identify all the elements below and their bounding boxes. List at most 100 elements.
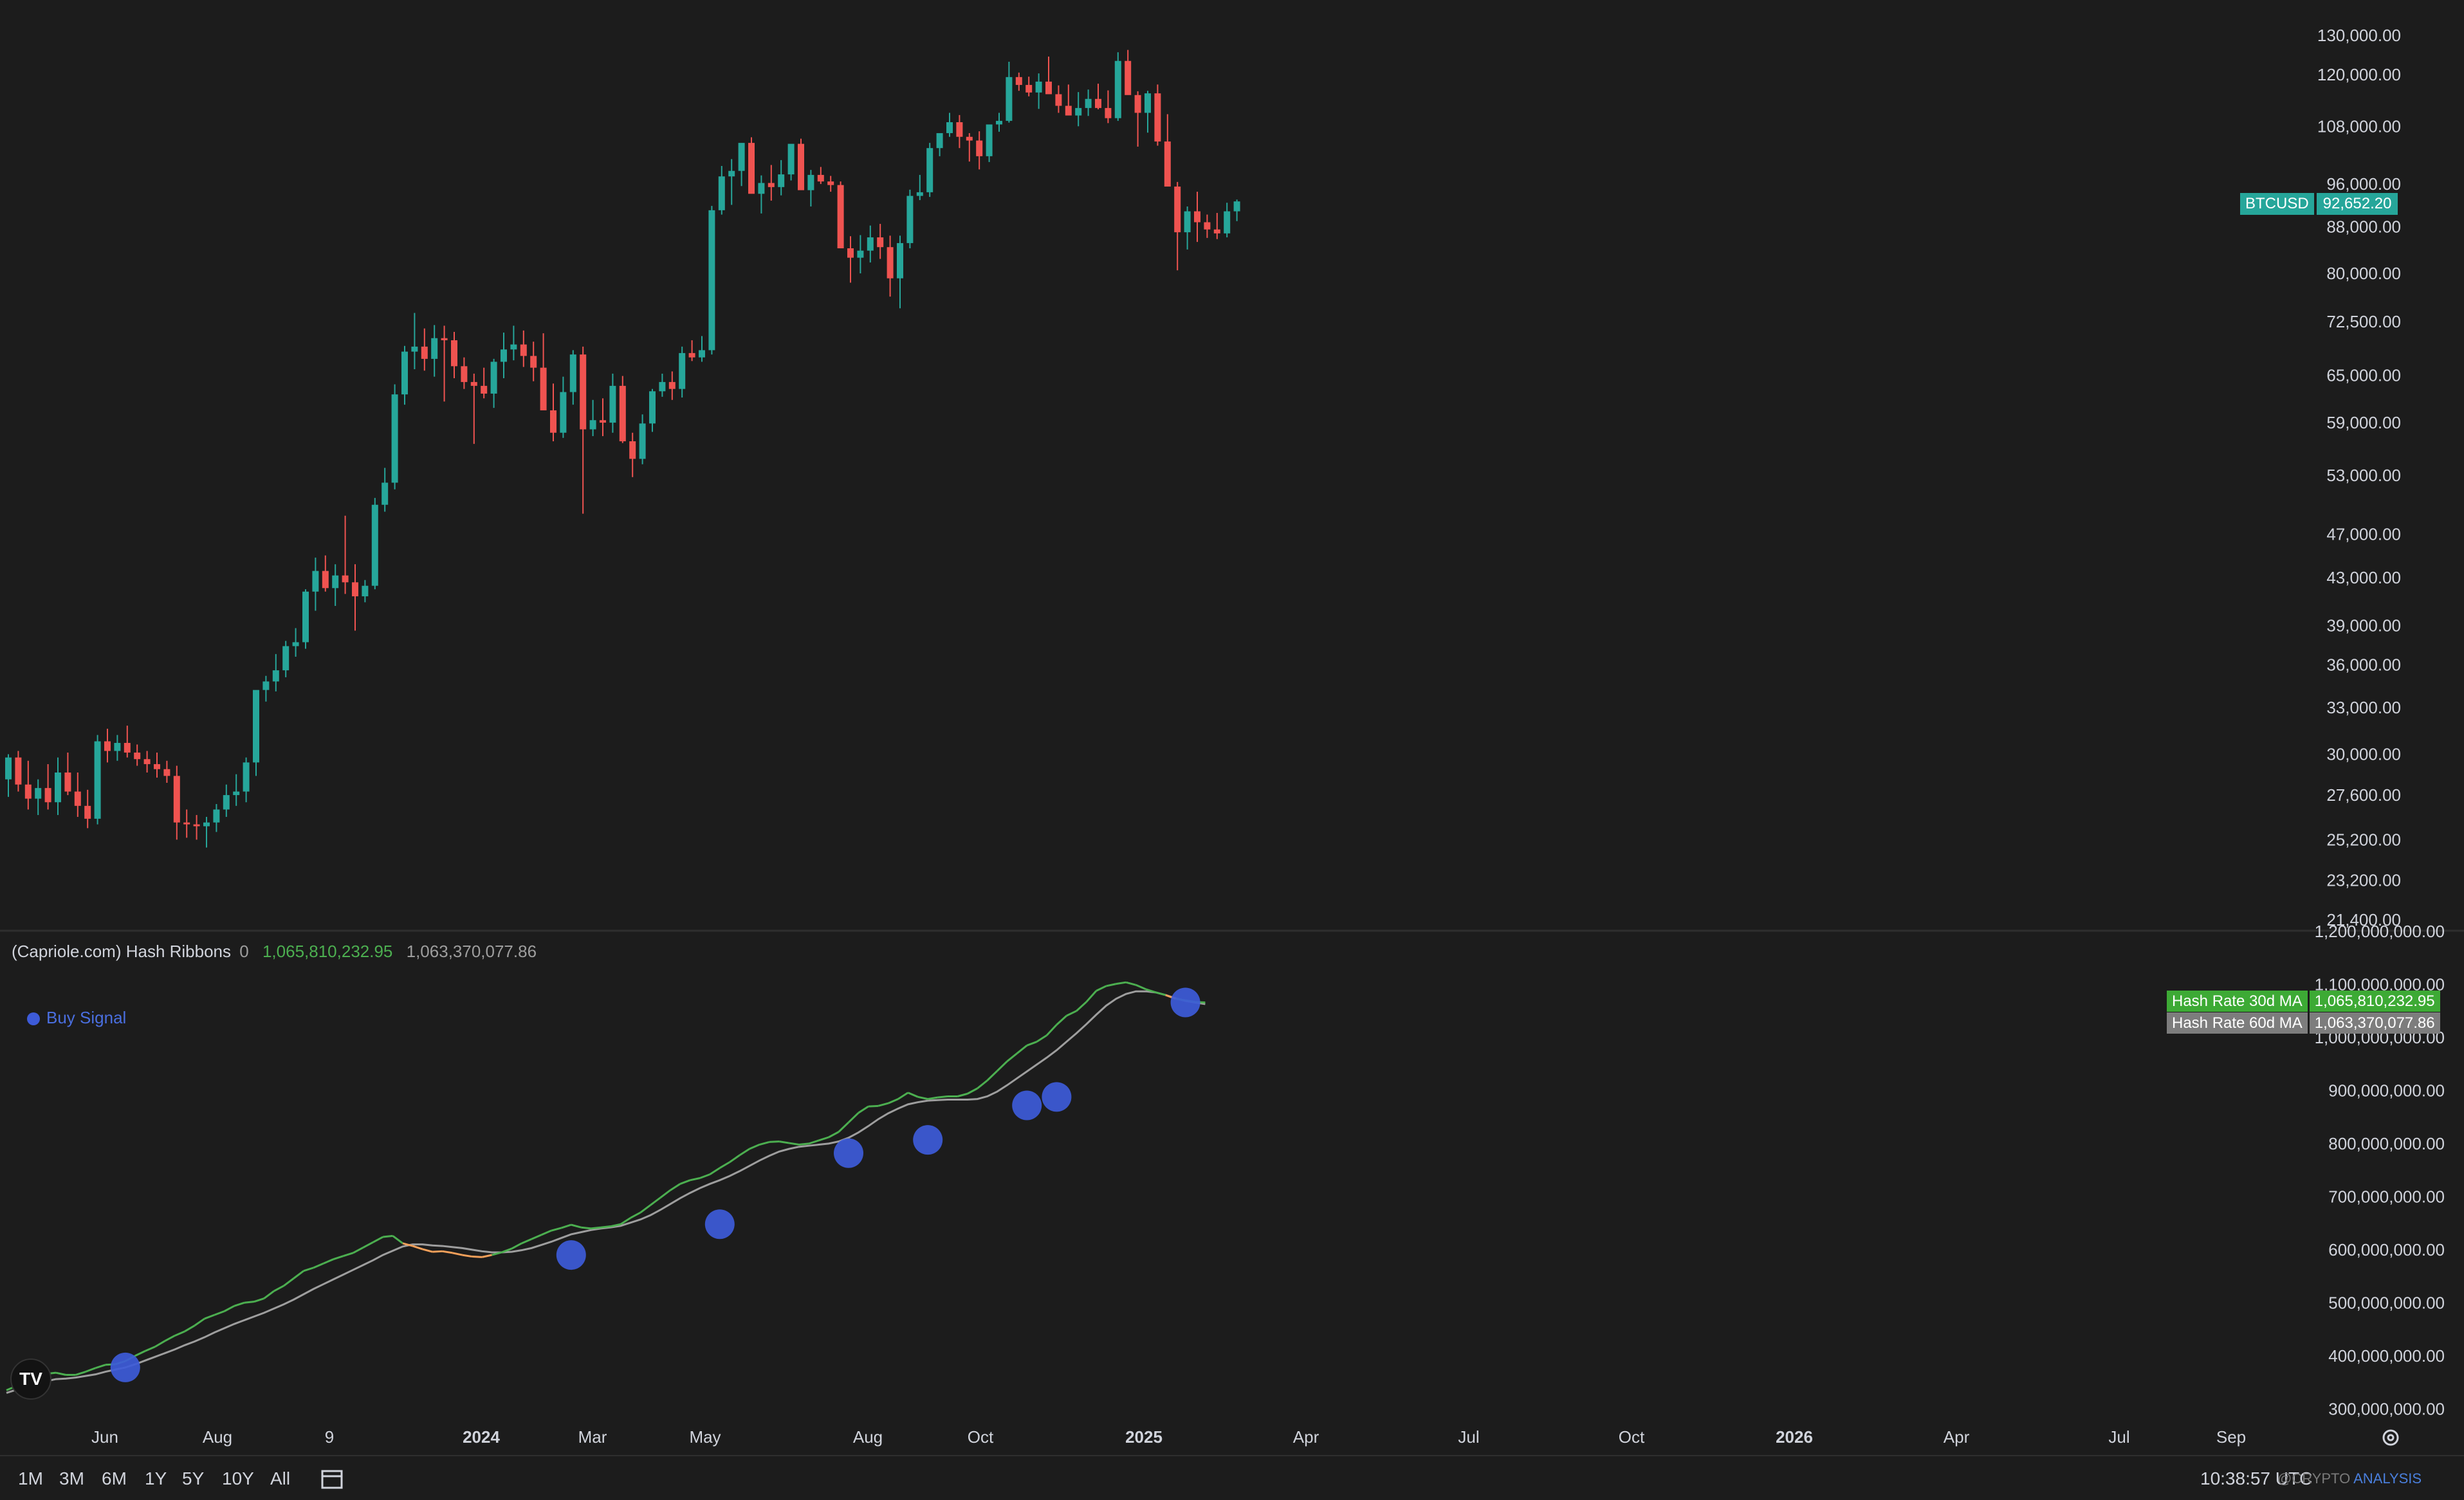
price-tick-label: 21,400.00	[2326, 910, 2401, 929]
hash-rate-30d-segment	[204, 1313, 215, 1320]
hash-rate-30d-segment	[729, 1154, 740, 1163]
candle-body	[1125, 60, 1132, 95]
candle-body	[1015, 77, 1022, 86]
buy-signal-marker	[1170, 987, 1200, 1018]
hash-tick-label: 300,000,000.00	[2328, 1399, 2445, 1418]
candle-body	[282, 646, 290, 671]
candle-body	[134, 753, 141, 760]
hash-rate-30d-segment	[699, 1173, 710, 1179]
price-tick-label: 25,200.00	[2326, 830, 2401, 849]
candle-body	[163, 769, 170, 776]
hash-rate-30d-segment	[184, 1324, 196, 1333]
candle-body	[243, 762, 250, 792]
candle-body	[1213, 229, 1220, 233]
candle-body	[877, 237, 884, 248]
candle-body	[193, 824, 200, 827]
hash-rate-30d-segment	[560, 1223, 572, 1229]
candle-body	[916, 192, 923, 196]
candle-body	[371, 504, 378, 586]
candle-body	[15, 757, 22, 785]
hash-rate-30d-segment	[462, 1254, 473, 1258]
price-tick-label: 65,000.00	[2326, 365, 2401, 385]
range-button-6m[interactable]: 6M	[102, 1468, 127, 1488]
settings-gear-icon[interactable]	[2380, 1427, 2401, 1448]
candle-body	[441, 338, 448, 340]
candle-body	[748, 143, 755, 194]
candle-body	[956, 122, 963, 137]
candle-body	[332, 575, 339, 589]
ma60-tag-label: Hash Rate 60d MA	[2167, 1012, 2308, 1034]
clock[interactable]: 10:38:57 UTC	[2200, 1468, 2313, 1488]
candle-body	[699, 350, 705, 358]
candle-body	[1145, 93, 1151, 113]
watermark-a: @CRYPTO	[2277, 1470, 2354, 1486]
hash-rate-30d-segment	[818, 1136, 829, 1142]
candle-body	[1006, 77, 1013, 121]
hash-rate-30d-segment	[472, 1256, 483, 1258]
candle-body	[996, 120, 1002, 125]
price-tick-label: 33,000.00	[2326, 698, 2401, 717]
hash-rate-30d-segment	[402, 1242, 413, 1247]
candle-body	[74, 791, 81, 806]
date-range-calendar-icon[interactable]	[320, 1467, 345, 1490]
range-button-all[interactable]: All	[270, 1468, 291, 1488]
candle-body	[768, 183, 775, 187]
candle-body	[1114, 60, 1121, 118]
hash-rate-30d-segment	[1145, 988, 1156, 994]
candle-body	[798, 143, 804, 190]
hash-tick-label: 700,000,000.00	[2328, 1187, 2445, 1206]
candle-body	[114, 742, 121, 751]
bottom-toolbar	[0, 1455, 2464, 1500]
hash-rate-30d-segment	[977, 1079, 988, 1090]
time-tick-label: Oct	[1619, 1427, 1645, 1447]
candle-body	[1055, 94, 1062, 106]
hash-rate-30d-segment	[343, 1252, 354, 1258]
candle-body	[1154, 93, 1161, 142]
range-button-5y[interactable]: 5Y	[182, 1468, 205, 1488]
hash-rate-30d-segment	[55, 1371, 66, 1376]
range-button-1m[interactable]: 1M	[18, 1468, 43, 1488]
candle-body	[1204, 222, 1211, 230]
price-tag-symbol: BTCUSD	[2240, 193, 2314, 215]
candle-body	[976, 140, 983, 156]
hash-rate-30d-segment	[95, 1364, 106, 1369]
range-button-1y[interactable]: 1Y	[145, 1468, 167, 1488]
price-tag: BTCUSD 92,652.20	[2240, 193, 2398, 215]
hash-rate-30d-segment	[611, 1223, 621, 1228]
candle-body	[817, 174, 824, 182]
hash-rate-30d-segment	[501, 1247, 512, 1254]
hash-tick-label: 900,000,000.00	[2328, 1081, 2445, 1100]
candle-body	[668, 381, 676, 389]
time-tick-label: Apr	[1293, 1427, 1319, 1447]
hash-rate-30d-segment	[214, 1310, 225, 1316]
candle-body	[391, 394, 398, 483]
candle-body	[55, 773, 61, 803]
range-button-10y[interactable]: 10Y	[222, 1468, 254, 1488]
buy-signal-marker	[556, 1240, 586, 1270]
legend-buy-label: Buy Signal	[46, 1008, 127, 1027]
price-tick-label: 30,000.00	[2326, 745, 2401, 764]
candle-body	[24, 784, 32, 799]
candle-body	[708, 210, 715, 351]
time-axis: Jun Aug 9 2024 Mar May Aug Oct 2025 Apr Jul Oct 2026…	[91, 1427, 2246, 1447]
hash-rate-30d-segment	[333, 1255, 344, 1261]
candle-body	[600, 420, 606, 423]
candle-body	[1095, 98, 1101, 108]
candle-body	[738, 143, 745, 171]
candle-body	[887, 247, 894, 279]
hash-rate-30d-segment	[273, 1285, 284, 1292]
candle-body	[946, 122, 953, 133]
time-tick-label: 2025	[1125, 1427, 1163, 1447]
range-button-3m[interactable]: 3M	[59, 1468, 84, 1488]
ma60-tag-value: 1,063,370,077.86	[2309, 1012, 2440, 1034]
hash-rate-30d-segment	[511, 1242, 522, 1250]
candle-body	[154, 764, 160, 769]
tradingview-logo-icon[interactable]: TV	[10, 1358, 51, 1400]
candle-body	[560, 392, 567, 433]
hash-rate-30d-segment	[145, 1346, 156, 1352]
candle-body	[1134, 95, 1141, 113]
hash-rate-30d-segment	[1155, 991, 1166, 996]
candle-body	[64, 773, 71, 792]
indicator-value-30d: 1,065,810,232.95	[262, 942, 393, 961]
